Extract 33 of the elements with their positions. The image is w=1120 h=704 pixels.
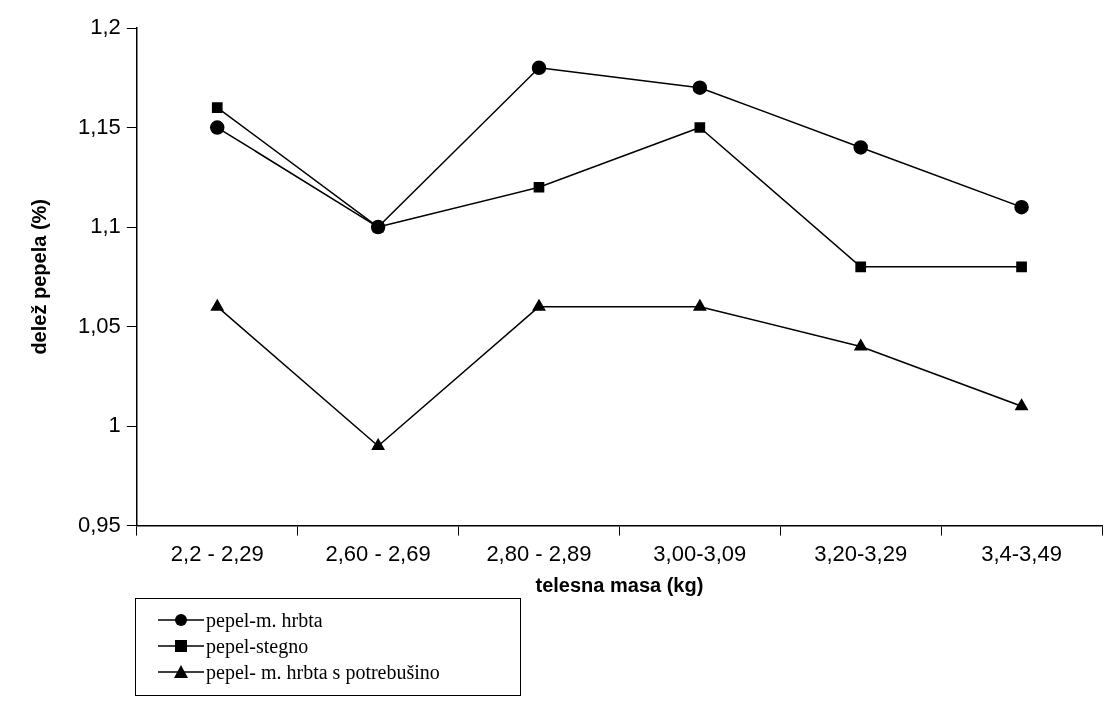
point [1016, 261, 1027, 273]
point [1015, 398, 1028, 411]
point [531, 60, 547, 76]
point [210, 299, 224, 311]
y-tick-label: 1,1 [90, 213, 121, 239]
point [694, 122, 706, 133]
y-tick-label: 1,05 [77, 312, 121, 338]
point [532, 299, 546, 311]
x-axis-title: telesna masa (kg) [535, 573, 704, 596]
point [210, 120, 225, 135]
x-tick-label: 2,60 - 2,69 [325, 540, 431, 566]
point [853, 140, 868, 155]
y-tick-label: 1 [108, 412, 121, 438]
legend-label: pepel-stegno [206, 634, 309, 658]
y-axis-title: delež pepela (%) [27, 199, 50, 355]
point [1014, 199, 1029, 215]
point [854, 339, 868, 351]
y-tick-label: 0,95 [77, 511, 121, 537]
point [371, 438, 385, 450]
point [855, 261, 867, 273]
point [692, 80, 708, 95]
point [533, 181, 545, 193]
legend-label: pepel- m. hrbta s potrebušino [206, 660, 440, 684]
x-tick-label: 2,2 - 2,29 [170, 540, 264, 566]
x-tick-label: 3,4-3,49 [981, 540, 1062, 566]
legend-label: pepel-m. hrbta [206, 608, 323, 632]
x-tick-label: 2,80 - 2,89 [486, 540, 592, 566]
y-tick-label: 1,2 [90, 14, 121, 40]
x-tick-label: 3,00-3,09 [653, 540, 747, 566]
x-tick-label: 3,20-3,29 [814, 540, 908, 566]
y-tick-label: 1,15 [77, 113, 121, 139]
point [211, 102, 223, 113]
point [693, 299, 707, 311]
